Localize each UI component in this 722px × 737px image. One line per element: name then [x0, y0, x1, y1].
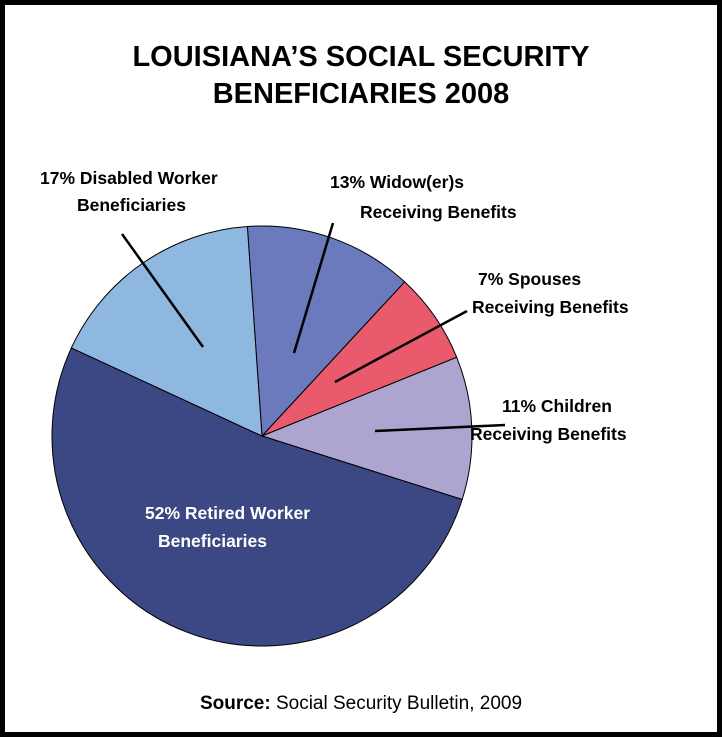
leader-line-spouses: [334, 309, 468, 384]
source-label: Source:: [199, 693, 271, 714]
slice-label-children-line-1: 11% Children: [502, 396, 612, 416]
chart-title-line-1: LOUISIANA’S SOCIAL SECURITY: [132, 41, 590, 73]
slice-label-spouses-line-1: 7% Spouses: [478, 269, 581, 289]
chart-title-line-2: BENEFICIARIES 2008: [212, 78, 510, 110]
pie-slice-widowers: [246, 225, 406, 438]
leader-line-children: [374, 423, 506, 433]
source-note: Source: Social Security Bulletin, 2009: [5, 693, 717, 715]
pie-slice-children: [260, 356, 473, 501]
slice-label-disabled-line-2: Beneficiaries: [77, 195, 186, 215]
slice-label-children-line-2: Receiving Benefits: [470, 424, 627, 444]
source-text: Social Security Bulletin, 2009: [270, 693, 523, 714]
slice-label-retired-line-2: Beneficiaries: [158, 531, 267, 551]
leader-line-widowers: [292, 222, 335, 354]
slice-label-widowers-line-1: 13% Widow(er)s: [330, 172, 464, 192]
chart-title: LOUISIANA’S SOCIAL SECURITY BENEFICIARIE…: [5, 39, 717, 113]
pie-slice-retired: [51, 347, 463, 647]
leader-line-disabled: [120, 233, 205, 348]
slice-label-spouses-line-2: Receiving Benefits: [472, 297, 629, 317]
slice-label-widowers-line-2: Receiving Benefits: [360, 202, 517, 222]
slice-label-retired-line-1: 52% Retired Worker: [145, 503, 310, 523]
slice-label-disabled-line-1: 17% Disabled Worker: [40, 168, 218, 188]
